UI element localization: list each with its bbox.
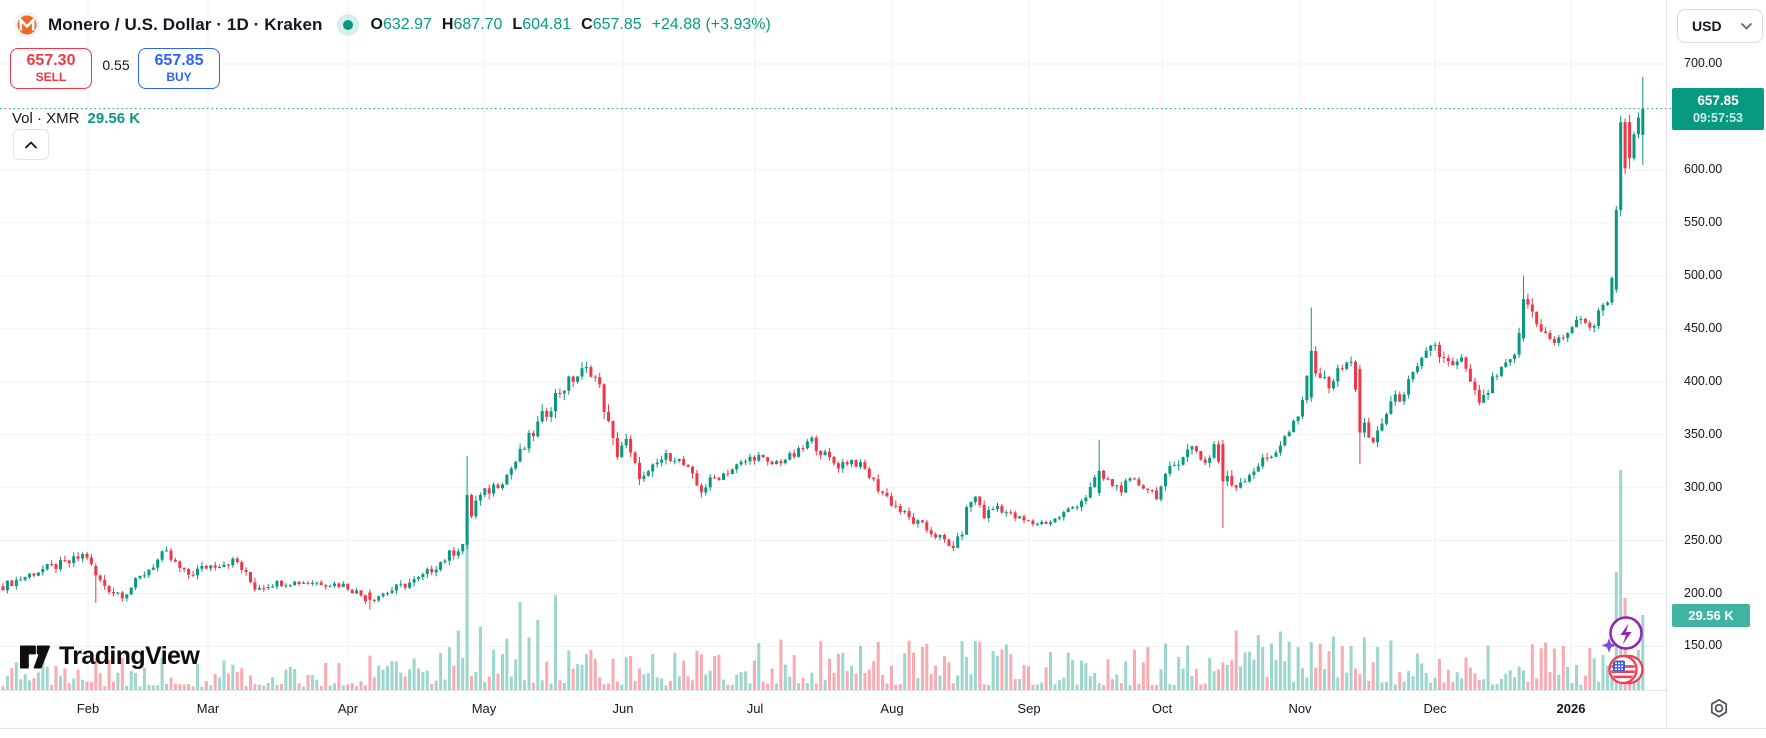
- time-tick-May: May: [471, 701, 497, 716]
- price-tick-700: 700.00: [1684, 56, 1723, 70]
- time-tick-Feb: Feb: [76, 701, 100, 716]
- ohlc-values: O632.97 H687.70 L604.81 C657.85 +24.88 (…: [371, 16, 771, 34]
- volume-axis-value: 29.56 K: [1688, 608, 1734, 623]
- price-tick-450: 450.00: [1684, 320, 1723, 335]
- time-tick-Jun: Jun: [612, 701, 634, 716]
- close-label: C: [581, 16, 593, 33]
- chart-legend: Monero / U.S. Dollar · 1D · Kraken O632.…: [14, 10, 771, 40]
- buy-label: BUY: [166, 70, 192, 85]
- sell-label: SELL: [35, 70, 67, 85]
- us-flag-icon: [1611, 660, 1635, 679]
- low-value: 604.81: [522, 16, 572, 33]
- high-value: 687.70: [453, 16, 503, 33]
- collapse-legend-button[interactable]: [13, 129, 49, 160]
- gear-icon: [1710, 698, 1728, 718]
- trade-panel: 657.30 SELL 657.85 BUY: [10, 48, 220, 89]
- sell-button[interactable]: 657.30 SELL: [10, 48, 92, 89]
- lightning-event-widget[interactable]: [1598, 612, 1648, 661]
- monero-logo-icon: [14, 12, 40, 38]
- time-axis-top-border: [0, 690, 1666, 691]
- tradingview-logo[interactable]: TradingView: [20, 642, 200, 671]
- currency-selector[interactable]: USD: [1677, 9, 1763, 43]
- low-label: L: [512, 16, 523, 33]
- currency-value: USD: [1692, 18, 1722, 34]
- price-tick-400: 400.00: [1684, 373, 1723, 388]
- high-label: H: [441, 16, 454, 33]
- open-value: 632.97: [382, 16, 432, 33]
- tradingview-logo-text: TradingView: [59, 642, 200, 670]
- volume-axis-label: 29.56 K: [1672, 604, 1750, 627]
- bottom-border: [0, 728, 1766, 729]
- time-tick-Apr: Apr: [337, 701, 359, 716]
- market-open-icon[interactable]: [336, 14, 359, 36]
- spread-value: 0.55: [102, 57, 130, 73]
- tradingview-mark-icon: [20, 645, 50, 668]
- time-tick-Oct: Oct: [1151, 701, 1173, 716]
- time-tick-Nov: Nov: [1288, 701, 1312, 716]
- buy-price: 657.85: [154, 52, 204, 70]
- price-tick-500: 500.00: [1684, 267, 1723, 282]
- price-tick-300: 300.00: [1684, 479, 1723, 494]
- close-value: 657.85: [592, 16, 642, 33]
- time-tick-Sep: Sep: [1017, 701, 1041, 716]
- open-label: O: [370, 16, 383, 33]
- chevron-down-icon: [1741, 22, 1752, 29]
- current-price-label: 657.85 09:57:53: [1672, 88, 1764, 130]
- time-tick-Aug: Aug: [880, 701, 904, 716]
- sparkle-icon: [1601, 638, 1617, 653]
- bar-countdown: 09:57:53: [1692, 110, 1744, 125]
- sell-price: 657.30: [26, 52, 76, 70]
- price-tick-250: 250.00: [1684, 532, 1723, 547]
- price-axis-border: [1666, 0, 1667, 728]
- time-tick-Dec: Dec: [1423, 701, 1447, 716]
- current-price-value: 657.85: [1697, 93, 1739, 109]
- time-tick-Jul: Jul: [746, 701, 764, 716]
- price-tick-600: 600.00: [1684, 161, 1723, 176]
- us-economic-event-widget[interactable]: [1604, 652, 1650, 693]
- price-tick-350: 350.00: [1684, 426, 1723, 441]
- volume-legend-value: 29.56 K: [87, 110, 141, 127]
- symbol-title[interactable]: Monero / U.S. Dollar · 1D · Kraken: [48, 15, 323, 34]
- settings-gear-button[interactable]: [1705, 695, 1733, 723]
- price-tick-200: 200.00: [1684, 585, 1723, 600]
- chevron-up-icon: [25, 141, 37, 148]
- time-tick-Mar: Mar: [196, 701, 220, 716]
- change-value: +24.88 (+3.93%): [651, 16, 771, 33]
- buy-button[interactable]: 657.85 BUY: [138, 48, 220, 89]
- price-tick-150: 150.00: [1684, 638, 1723, 653]
- lightning-bolt-icon: [1620, 623, 1632, 645]
- volume-legend: Vol · XMR 29.56 K: [12, 110, 140, 127]
- time-tick-2026: 2026: [1556, 701, 1586, 716]
- volume-legend-label: Vol · XMR: [12, 110, 80, 127]
- price-tick-550: 550.00: [1684, 214, 1723, 229]
